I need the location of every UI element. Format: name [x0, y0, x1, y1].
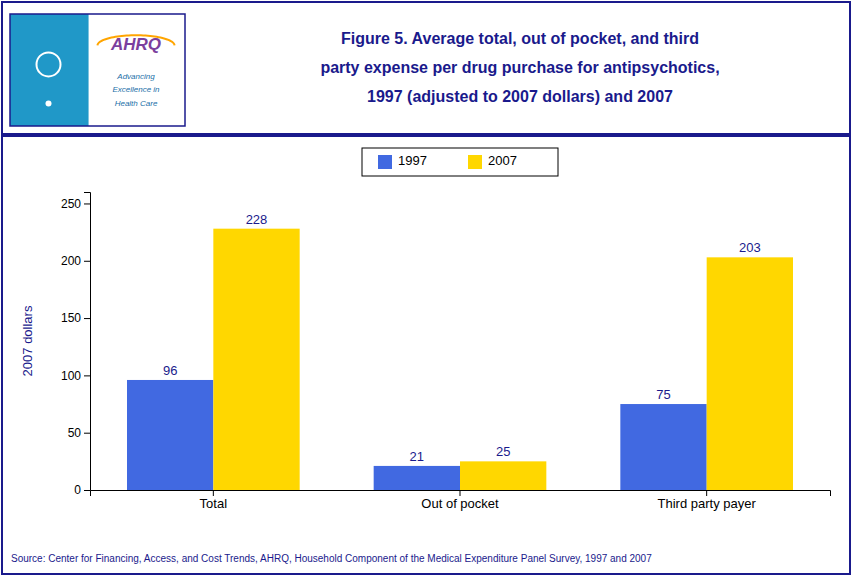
y-tick-label: 0	[74, 483, 81, 497]
logo: AHRQ Advancing Excellence in Health Care	[10, 14, 185, 126]
y-tick: 250	[61, 197, 90, 211]
legend: 1997 2007	[362, 148, 558, 176]
logo-text: AHRQ	[110, 35, 161, 54]
legend-swatch	[468, 155, 482, 169]
y-axis-title: 2007 dollars	[20, 305, 35, 376]
series-bars	[213, 229, 793, 490]
y-tick-label: 50	[68, 426, 82, 440]
data-label: 25	[496, 444, 510, 459]
logo-text: Health Care	[115, 99, 158, 108]
bars	[127, 229, 793, 490]
bar	[460, 461, 546, 490]
title: Figure 5. Average total, out of pocket, …	[341, 30, 699, 47]
chart-svg: AHRQ Advancing Excellence in Health Care Fig…	[0, 0, 852, 576]
data-label: 203	[739, 240, 761, 255]
y-tick-mark	[84, 490, 90, 491]
source-note: Source: Center for Financing, Access, an…	[11, 553, 652, 564]
x-tick-label: Total	[200, 496, 228, 511]
bar	[707, 257, 793, 490]
x-axis-line	[91, 491, 831, 497]
y-tick-label: 200	[61, 254, 81, 268]
title: 1997 (adjusted to 2007 dollars) and 2007	[367, 88, 673, 105]
data-label: 21	[410, 449, 424, 464]
y-tick: 200	[61, 254, 90, 268]
y-tick: 150	[61, 311, 90, 325]
title: party expense per drug purchase for anti…	[320, 59, 719, 76]
y-tick: 100	[61, 369, 90, 383]
x-tick: Out of pocket	[421, 490, 499, 511]
y-tick-mark	[84, 261, 90, 262]
logo-text: Advancing	[116, 72, 155, 81]
legend-item: 2007	[468, 153, 517, 169]
y-tick: 50	[68, 426, 90, 440]
y-axis-line	[84, 193, 91, 491]
x-tick: Total	[200, 490, 228, 511]
y-tick-mark	[84, 203, 90, 204]
logo-right	[89, 14, 185, 126]
y-tick-label: 150	[61, 311, 81, 325]
bar	[374, 466, 460, 490]
y-tick-mark	[84, 375, 90, 376]
bar	[127, 380, 213, 490]
plot: 96 21 75 228 25 203 0 50 100 150 200 250 Total Out of…	[61, 193, 831, 512]
x-tick-label: Third party payer	[658, 496, 757, 511]
y-tick-label: 100	[61, 369, 81, 383]
data-labels: 96 21 75 228 25 203	[163, 212, 761, 464]
bar	[213, 229, 299, 490]
legend-label: 2007	[488, 153, 517, 168]
logo-emblem	[37, 52, 61, 76]
x-tick-mark	[706, 490, 707, 496]
data-label: 96	[163, 363, 177, 378]
x-tick-mark	[213, 490, 214, 496]
legend-label: 1997	[398, 153, 427, 168]
x-tick-mark	[460, 490, 461, 496]
legend-item: 1997	[378, 153, 427, 169]
outer-border	[2, 2, 850, 574]
logo-dot	[46, 101, 52, 107]
y-axis: 0 50 100 150 200 250	[61, 193, 91, 498]
data-label: 75	[656, 387, 670, 402]
logo-text: Excellence in	[112, 85, 160, 94]
x-axis: Total Out of pocket Third party payer	[91, 490, 831, 511]
y-tick-mark	[84, 318, 90, 319]
bar	[620, 404, 706, 490]
legend-swatch	[378, 155, 392, 169]
y-tick-mark	[84, 433, 90, 434]
logo-frame	[10, 14, 185, 126]
y-tick: 0	[74, 483, 90, 497]
legend-frame	[362, 148, 558, 176]
y-tick-label: 250	[61, 197, 81, 211]
x-tick-label: Out of pocket	[421, 496, 499, 511]
x-tick: Third party payer	[658, 490, 757, 511]
data-label: 228	[246, 212, 268, 227]
logo-left	[10, 14, 89, 126]
header-line	[2, 133, 850, 137]
